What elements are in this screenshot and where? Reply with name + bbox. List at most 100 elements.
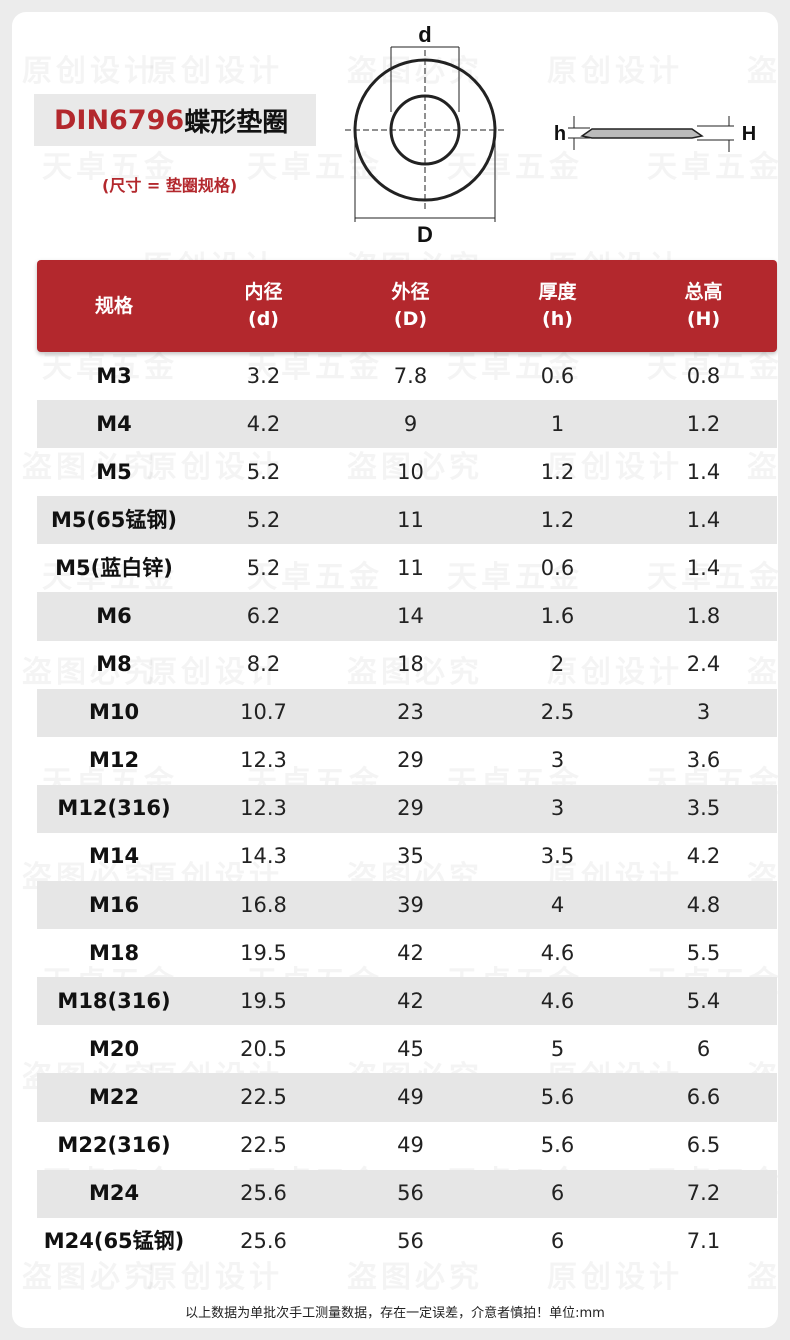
cell-thickness: 1	[550, 411, 565, 436]
cell-thickness: 1.6	[540, 604, 575, 629]
table-row: M14 14.3 35 3.5 4.2	[37, 833, 777, 881]
header-outer-symbol: (D)	[393, 308, 428, 330]
table-row: M3 3.2 7.8 0.6 0.8	[37, 352, 777, 400]
cell-total-height: 4.2	[686, 844, 721, 869]
cell-outer-diameter: 11	[397, 555, 424, 580]
header-spec-label: 规格	[94, 294, 133, 317]
table-row: M12(316) 12.3 29 3 3.5	[37, 784, 777, 833]
cell-total-height: 1.4	[686, 507, 721, 532]
cell-total-height: 7.2	[686, 1181, 721, 1206]
cell-total-height: 7.1	[686, 1229, 721, 1254]
cell-spec: M20	[88, 1036, 140, 1061]
cell-spec: M16	[88, 892, 140, 917]
cell-spec: M6	[96, 604, 132, 629]
cell-inner-diameter: 8.2	[246, 652, 281, 677]
cell-total-height: 1.2	[686, 411, 721, 436]
header-inner-symbol: (d)	[248, 308, 279, 330]
cell-thickness: 4.6	[540, 940, 575, 965]
cell-thickness: 3	[550, 796, 565, 821]
cell-inner-diameter: 4.2	[246, 411, 281, 436]
cell-thickness: 6	[550, 1181, 565, 1206]
cell-inner-diameter: 3.2	[246, 363, 281, 388]
cell-outer-diameter: 42	[397, 940, 424, 965]
cell-inner-diameter: 12.3	[240, 796, 287, 821]
cell-outer-diameter: 39	[397, 892, 424, 917]
washer-side-view	[568, 116, 734, 152]
cell-spec: M3	[96, 363, 132, 388]
cell-thickness: 3.5	[540, 844, 575, 869]
cell-spec: M18(316)	[57, 988, 171, 1013]
cell-outer-diameter: 14	[397, 604, 424, 629]
washer-front-view	[345, 46, 505, 222]
cell-spec: M10	[88, 700, 140, 725]
cell-thickness: 0.6	[540, 555, 575, 580]
cell-spec: M22	[88, 1084, 140, 1109]
cell-total-height: 1.4	[686, 555, 721, 580]
cell-inner-diameter: 6.2	[246, 604, 281, 629]
cell-thickness: 4.6	[540, 988, 575, 1013]
cell-thickness: 1.2	[540, 507, 575, 532]
header-spec: 规格	[37, 293, 191, 320]
footer-note: 以上数据为单批次手工测量数据，存在一定误差，介意者慎拍！单位:mm	[185, 1306, 605, 1321]
cell-inner-diameter: 22.5	[240, 1084, 287, 1109]
cell-outer-diameter: 23	[397, 700, 424, 725]
header-thickness-symbol: (h)	[542, 308, 573, 330]
label-outer-diameter: D	[417, 222, 433, 247]
header-thickness-label: 厚度	[538, 281, 577, 303]
table-row: M18 19.5 42 4.6 5.5	[37, 929, 777, 977]
table-row: M6 6.2 14 1.6 1.8	[37, 592, 777, 641]
header-outer-diameter: 外径 (D)	[336, 279, 485, 333]
header-inner-label: 内径	[244, 281, 283, 303]
table-row: M22(316) 22.5 49 5.6 6.5	[37, 1122, 777, 1170]
cell-outer-diameter: 18	[397, 652, 424, 677]
header-total-height: 总高 (H)	[630, 279, 777, 333]
header-height-symbol: (H)	[686, 308, 721, 330]
cell-thickness: 6	[550, 1229, 565, 1254]
table-row: M5 5.2 10 1.2 1.4	[37, 448, 777, 496]
cell-spec: M4	[96, 411, 132, 436]
cell-thickness: 3	[550, 748, 565, 773]
cell-inner-diameter: 10.7	[240, 700, 287, 725]
cell-inner-diameter: 5.2	[246, 555, 281, 580]
cell-thickness: 2.5	[540, 700, 575, 725]
table-body: M3 3.2 7.8 0.6 0.8 M4 4.2 9 1 1.2 M5 5.2 10 1.2 1.4 M5(…	[37, 352, 777, 1266]
cell-outer-diameter: 49	[397, 1133, 424, 1158]
cell-outer-diameter: 49	[397, 1084, 424, 1109]
cell-thickness: 5.6	[540, 1133, 575, 1158]
cell-inner-diameter: 19.5	[240, 988, 287, 1013]
table-row: M8 8.2 18 2 2.4	[37, 641, 777, 689]
label-inner-diameter: d	[418, 22, 431, 47]
header-outer-label: 外径	[391, 281, 430, 303]
cell-outer-diameter: 56	[397, 1181, 424, 1206]
header-inner-diameter: 内径 (d)	[191, 279, 336, 333]
cell-outer-diameter: 9	[403, 411, 418, 436]
table-row: M24 25.6 56 6 7.2	[37, 1169, 777, 1218]
cell-outer-diameter: 56	[397, 1229, 424, 1254]
cell-spec: M24(65锰钢)	[43, 1229, 185, 1254]
cell-inner-diameter: 16.8	[240, 892, 287, 917]
cell-total-height: 6	[696, 1036, 711, 1061]
cell-inner-diameter: 25.6	[240, 1181, 287, 1206]
cell-thickness: 5	[550, 1036, 565, 1061]
table-row: M24(65锰钢) 25.6 56 6 7.1	[37, 1218, 777, 1266]
cell-inner-diameter: 5.2	[246, 507, 281, 532]
label-thickness: h	[554, 123, 566, 145]
cell-spec: M5(蓝白锌)	[55, 555, 173, 580]
table-row: M5(蓝白锌) 5.2 11 0.6 1.4	[37, 544, 777, 592]
cell-outer-diameter: 45	[397, 1036, 424, 1061]
cell-total-height: 5.4	[686, 988, 721, 1013]
cell-outer-diameter: 10	[397, 459, 424, 484]
cell-spec: M5(65锰钢)	[51, 507, 177, 532]
cell-outer-diameter: 42	[397, 988, 424, 1013]
cell-spec: M22(316)	[57, 1133, 171, 1158]
cell-outer-diameter: 29	[397, 796, 424, 821]
cell-spec: M5	[96, 459, 132, 484]
cell-outer-diameter: 29	[397, 748, 424, 773]
header-thickness: 厚度 (h)	[485, 279, 630, 333]
cell-total-height: 6.5	[686, 1133, 721, 1158]
table-row: M20 20.5 45 5 6	[37, 1025, 777, 1073]
cell-total-height: 0.8	[686, 363, 721, 388]
cell-inner-diameter: 19.5	[240, 940, 287, 965]
subtitle: (尺寸 = 垫圈规格)	[102, 176, 238, 195]
cell-total-height: 1.8	[686, 604, 721, 629]
